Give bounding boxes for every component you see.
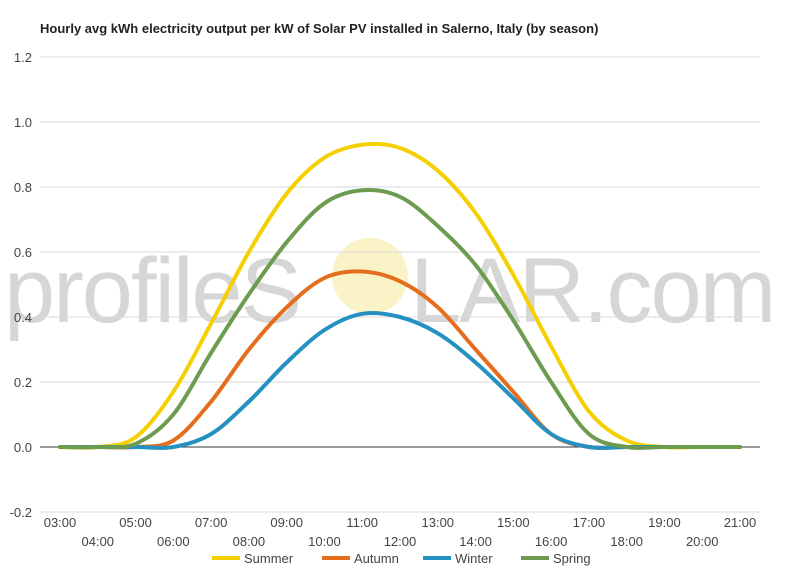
x-tick-label: 17:00 (573, 515, 606, 530)
series-line-summer (58, 141, 742, 450)
x-tick-label: 18:00 (610, 534, 643, 549)
series-line-spring (58, 188, 742, 450)
legend-item-summer[interactable]: Summer (212, 551, 294, 566)
watermark-text-right: LAR.com (410, 240, 774, 342)
watermark-sun (332, 238, 408, 314)
x-tick-label: 08:00 (233, 534, 266, 549)
x-tick-label: 21:00 (724, 515, 757, 530)
watermark: profileS LAR.com (4, 238, 776, 342)
y-tick-label: 1.2 (14, 50, 32, 65)
y-tick-label: 0.0 (14, 440, 32, 455)
y-tick-label: 1.0 (14, 115, 32, 130)
x-tick-label: 14:00 (459, 534, 492, 549)
x-tick-label: 06:00 (157, 534, 190, 549)
watermark-text-left: profileS (4, 240, 300, 342)
x-tick-label: 09:00 (270, 515, 303, 530)
legend-label: Spring (553, 551, 591, 566)
y-tick-label: -0.2 (10, 505, 32, 520)
y-tick-label: 0.4 (14, 310, 32, 325)
legend-item-spring[interactable]: Spring (521, 551, 591, 566)
y-tick-label: 0.2 (14, 375, 32, 390)
legend[interactable]: Summer Autumn Winter Spring (212, 551, 591, 566)
x-tick-label: 11:00 (346, 515, 378, 530)
x-tick-label: 07:00 (195, 515, 228, 530)
y-tick-label: 0.8 (14, 180, 32, 195)
y-tick-label: 0.6 (14, 245, 32, 260)
legend-item-autumn[interactable]: Autumn (322, 551, 399, 566)
x-tick-label: 12:00 (384, 534, 417, 549)
legend-label: Autumn (354, 551, 399, 566)
chart-title: Hourly avg kWh electricity output per kW… (40, 21, 598, 36)
x-tick-label: 20:00 (686, 534, 719, 549)
x-tick-label: 13:00 (422, 515, 455, 530)
x-tick-label: 04:00 (82, 534, 115, 549)
x-tick-label: 19:00 (648, 515, 681, 530)
x-tick-label: 16:00 (535, 534, 568, 549)
x-tick-label: 10:00 (308, 534, 341, 549)
legend-label: Summer (244, 551, 294, 566)
x-axis: 03:00 04:00 05:00 06:00 07:00 08:00 09:00 10:00… (44, 515, 757, 549)
y-axis: -0.2 0.0 0.2 0.4 0.6 0.8 1.0 1.2 (10, 50, 32, 520)
series-lines (58, 141, 742, 450)
x-tick-label: 03:00 (44, 515, 77, 530)
x-tick-label: 05:00 (119, 515, 152, 530)
legend-item-winter[interactable]: Winter (423, 551, 493, 566)
legend-label: Winter (455, 551, 493, 566)
x-tick-label: 15:00 (497, 515, 530, 530)
